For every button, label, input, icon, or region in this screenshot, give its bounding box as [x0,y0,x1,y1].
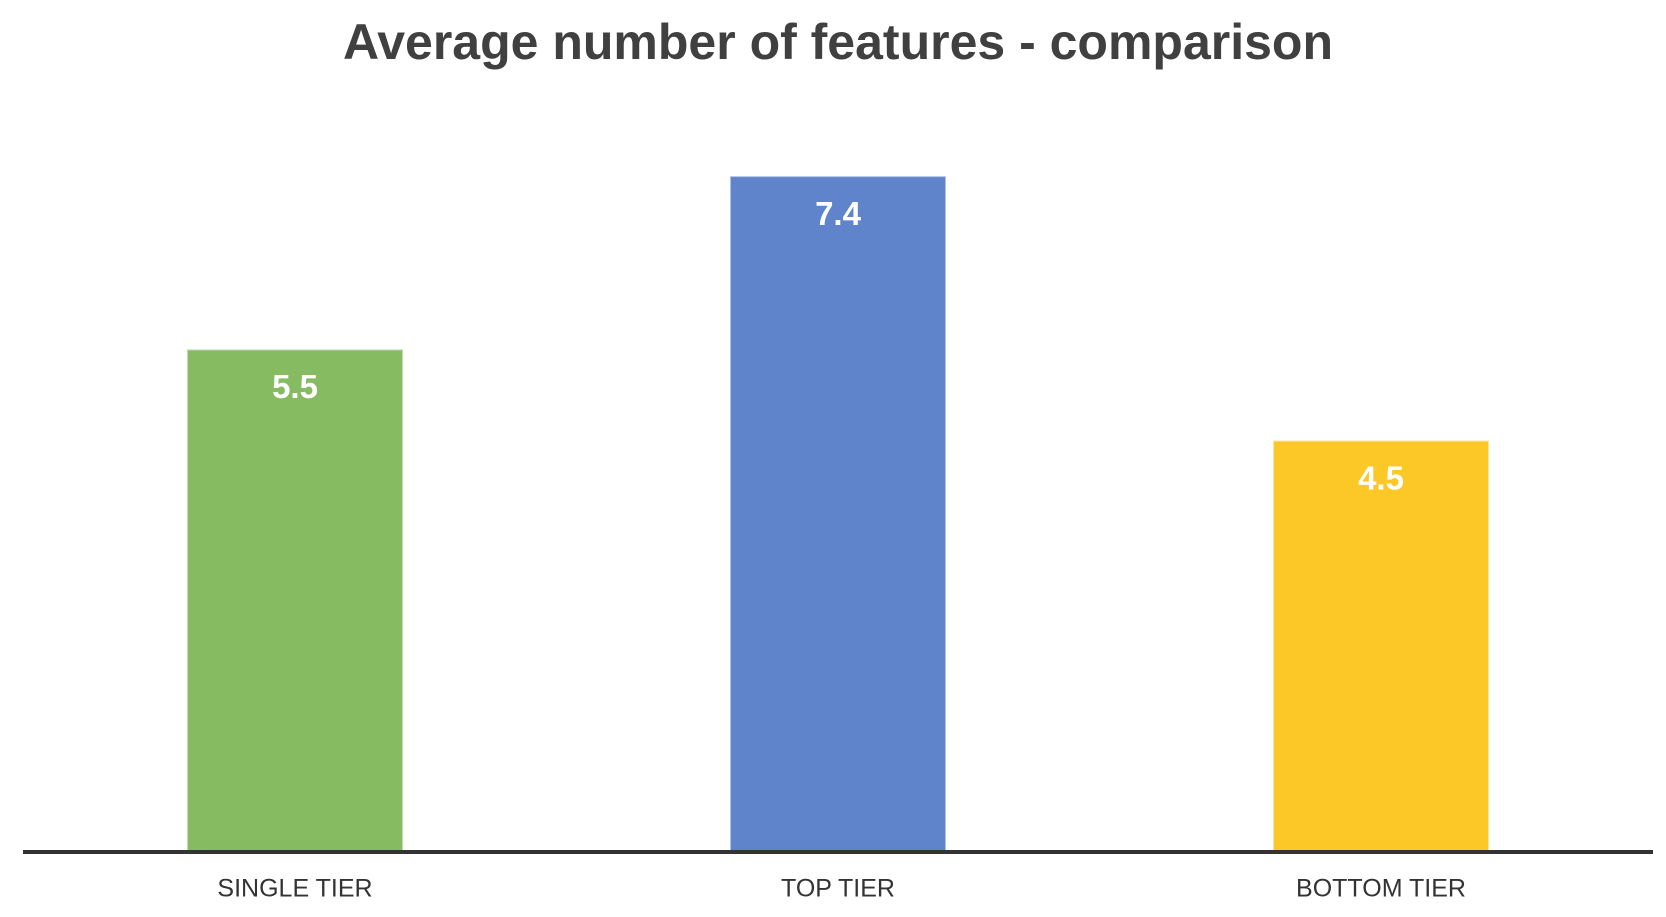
value-label: 4.5 [1358,459,1404,496]
chart-title: Average number of features - comparison [343,14,1333,70]
value-label: 5.5 [272,368,318,405]
bar [1272,439,1490,852]
x-tick-label: TOP TIER [781,875,895,903]
bar [729,175,947,852]
bar [186,348,404,852]
x-tick-label: SINGLE TIER [217,875,372,903]
x-tick-label: BOTTOM TIER [1296,875,1466,903]
value-label: 7.4 [815,195,862,232]
